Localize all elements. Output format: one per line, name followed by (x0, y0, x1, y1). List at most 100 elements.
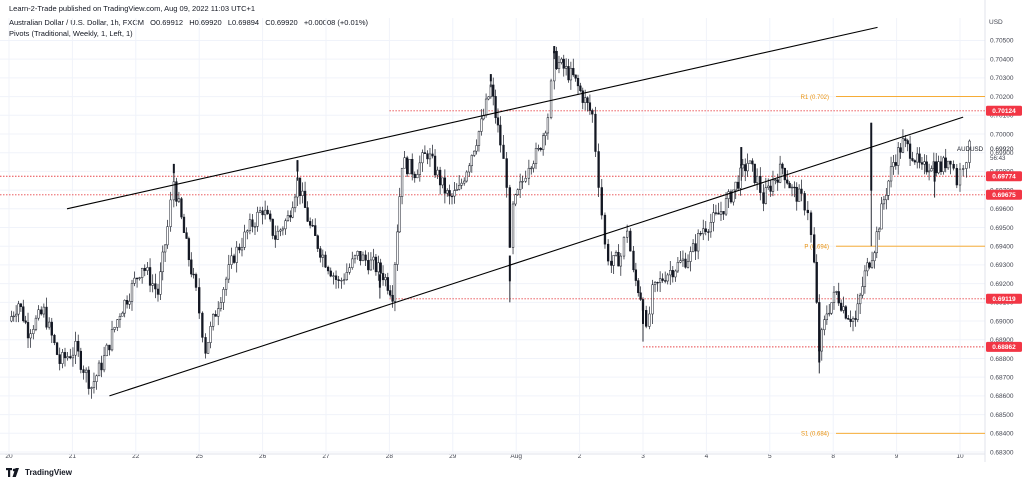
tradingview-logo-icon (6, 468, 19, 477)
candle-body (209, 326, 212, 343)
low-value: L0.69894 (227, 18, 260, 27)
candle-body (238, 246, 241, 251)
candle (251, 214, 254, 233)
candle (521, 175, 524, 189)
candle (653, 281, 657, 293)
candle-body (71, 354, 75, 359)
candle-body (603, 214, 607, 245)
candle (494, 89, 497, 124)
candle (875, 226, 878, 259)
candle-body (393, 264, 397, 302)
candle-body (744, 164, 747, 172)
candle-body (707, 231, 710, 233)
candle (316, 234, 319, 252)
high-value: H0.69920 (189, 18, 222, 27)
candle (206, 342, 210, 354)
candle-body (90, 387, 93, 389)
candle (163, 244, 167, 263)
candle (37, 305, 40, 321)
candle-body (384, 277, 387, 281)
candle-body (892, 162, 895, 168)
candle (927, 163, 931, 181)
candle (326, 265, 330, 275)
candle-body (823, 319, 826, 331)
candle (423, 145, 427, 154)
pivot-levels: R1 (0.702) P (0.694) S1 (0.684) (801, 95, 985, 438)
candle-body (639, 292, 642, 300)
candle (29, 329, 32, 348)
candle (26, 312, 30, 348)
candle (169, 191, 172, 232)
candle-body (465, 171, 468, 182)
x-axis: 20 21 22 25 26 27 28 29 Aug 2 3 4 5 8 9 10 (5, 453, 964, 460)
candle-body (564, 66, 568, 69)
candle (844, 305, 848, 320)
candle (541, 132, 545, 156)
y-tick-label: 0.68400 (990, 431, 1014, 438)
y-tick-label: 0.69500 (990, 225, 1014, 232)
candle-body (182, 216, 186, 233)
candle-body (569, 68, 573, 81)
candle-body (815, 261, 818, 303)
candle (930, 165, 933, 172)
level-badge-label: 0.69675 (992, 192, 1016, 199)
candle (916, 147, 919, 169)
candle (704, 221, 707, 236)
tradingview-brand: TradingView (25, 468, 72, 477)
candle (856, 293, 859, 323)
candle-body (125, 300, 129, 305)
y-tick-label: 0.69600 (990, 206, 1014, 213)
candle (238, 243, 241, 254)
candle-body (253, 226, 257, 228)
candle-body (55, 342, 59, 355)
candle-body (487, 96, 490, 100)
candle-body (854, 318, 857, 320)
candle (175, 177, 178, 207)
candle-body (918, 153, 921, 163)
candle-body (246, 230, 249, 233)
candle (211, 313, 215, 331)
candle-body (19, 303, 23, 307)
candle-body (146, 267, 149, 271)
candle-body (776, 179, 779, 183)
last-price-value: 0.69920 (990, 146, 1014, 153)
candle-body (717, 212, 720, 215)
candle-body (741, 164, 745, 169)
candle (612, 254, 615, 275)
candle-body (597, 151, 600, 188)
candle (428, 147, 432, 167)
candle-body (269, 213, 272, 220)
candle (492, 77, 495, 106)
candle (741, 158, 745, 177)
candle (944, 148, 947, 173)
candle (882, 196, 886, 210)
candle (289, 210, 292, 222)
candle-body (12, 315, 15, 318)
candle (433, 149, 437, 179)
candle (803, 190, 806, 216)
candle (227, 254, 230, 284)
candle-body (629, 230, 632, 252)
candle (230, 247, 233, 269)
candle (334, 270, 338, 289)
candle-body (293, 196, 297, 209)
candle (958, 162, 962, 192)
y-tick-label: 0.70300 (990, 75, 1014, 82)
candle (674, 269, 677, 282)
candle (40, 306, 43, 316)
candle-body (671, 270, 674, 278)
candle-body (676, 262, 680, 272)
candle-body (116, 319, 119, 328)
candle-body (653, 282, 657, 286)
candle (71, 347, 75, 367)
candle-body (26, 322, 30, 339)
candle (637, 278, 640, 297)
candle-body (105, 344, 108, 357)
candle (269, 210, 272, 222)
candle (156, 283, 160, 302)
candle (45, 297, 48, 330)
candle-body (939, 161, 943, 172)
candle-body (475, 145, 478, 152)
candle-body (588, 102, 592, 111)
